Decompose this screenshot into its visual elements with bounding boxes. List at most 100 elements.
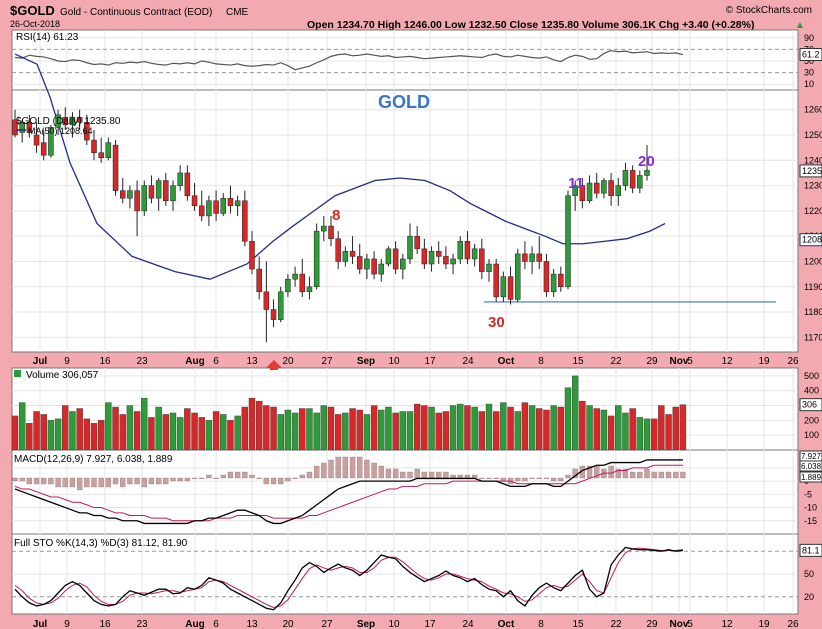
rsi-value-box	[799, 48, 822, 62]
candle-body	[55, 114, 61, 128]
macd-histogram-bar	[184, 477, 191, 482]
candle-body	[299, 273, 306, 293]
volume-bar	[205, 420, 213, 451]
volume-bar	[492, 411, 500, 451]
candle-body	[328, 225, 334, 239]
volume-bar	[643, 418, 651, 451]
volume-bar	[550, 405, 557, 451]
candle-body	[98, 152, 104, 159]
candle-body	[615, 185, 622, 196]
x-axis-label-bottom: 6	[213, 619, 219, 629]
candle-body	[263, 291, 270, 310]
volume-bar	[370, 405, 378, 451]
macd-histogram-bar	[500, 477, 507, 482]
rsi-value-label: 61.2	[802, 50, 820, 60]
macd-histogram-bar	[313, 465, 320, 479]
macd-histogram-bar	[550, 477, 557, 482]
candle-body	[134, 190, 140, 212]
macd-histogram-bar	[443, 471, 449, 479]
macd-histogram-bar	[234, 471, 241, 479]
macd-histogram-bar	[349, 456, 356, 479]
candle-body	[26, 122, 33, 133]
macd-histogram-bar	[342, 456, 349, 479]
price-legend: $GOLD (Daily) 1235.80	[16, 116, 121, 127]
last-price-box	[799, 164, 822, 178]
macd-histogram-bar	[163, 477, 169, 485]
candle-body	[270, 309, 277, 320]
volume-bar	[406, 411, 414, 451]
x-axis-label-bottom: 5	[687, 619, 693, 629]
candle-body	[62, 117, 69, 126]
volume-bar	[385, 406, 392, 451]
price-tick-label: 1200	[804, 256, 822, 266]
x-axis-label: 13	[246, 356, 258, 367]
macd-histogram-bar	[206, 474, 212, 479]
candle-body	[84, 122, 90, 141]
macd-histogram-bar	[26, 477, 33, 485]
macd-histogram-bar	[428, 471, 435, 479]
sto-tick-label: 20	[804, 592, 814, 602]
copyright: © StockCharts.com	[726, 5, 812, 16]
candle-body	[177, 172, 183, 186]
volume-bar	[413, 403, 421, 451]
macd-histogram-bar	[62, 477, 68, 488]
macd-histogram-bar	[629, 471, 636, 479]
volume-bar	[162, 414, 170, 451]
candle-body	[400, 258, 406, 270]
volume-bar	[148, 417, 155, 451]
macd-histogram-bar	[558, 477, 564, 482]
macd-histogram-bar	[292, 477, 298, 479]
candle-body	[127, 190, 133, 199]
x-axis-label-bottom: 27	[321, 619, 333, 629]
candle-body	[148, 185, 155, 199]
volume-bar	[105, 402, 112, 451]
x-axis-label: 10	[388, 356, 400, 367]
volume-bar	[83, 418, 91, 451]
candle-body	[69, 117, 76, 126]
last-price-label: 1235	[802, 166, 822, 176]
candle-body	[479, 248, 485, 272]
candle-body	[443, 256, 449, 265]
macd-histogram-bar	[105, 477, 112, 488]
macd-histogram-bar	[155, 477, 162, 485]
volume-bar	[263, 405, 270, 451]
volume-bar	[571, 375, 579, 451]
macd-histogram-bar	[285, 477, 291, 482]
macd-histogram-bar	[644, 468, 650, 479]
candle-body	[206, 200, 212, 217]
volume-bar	[536, 408, 543, 451]
macd-histogram-bar	[515, 477, 521, 482]
volume-bar	[327, 406, 335, 451]
candle-body	[586, 182, 593, 202]
candle-body	[234, 200, 241, 207]
x-axis-label: 17	[424, 356, 436, 367]
volume-bar	[514, 411, 521, 451]
volume-bar	[557, 406, 565, 451]
macd-histogram-bar	[321, 462, 327, 479]
x-axis-label-bottom: 16	[99, 619, 111, 629]
candle-body	[48, 127, 54, 156]
candle-body	[421, 248, 428, 265]
macd-histogram-bar	[328, 459, 334, 479]
candle-body	[321, 225, 327, 232]
macd-histogram-bar	[665, 471, 672, 479]
macd-histogram-bar	[493, 477, 499, 479]
volume-bar	[299, 408, 306, 451]
macd-histogram-bar	[41, 477, 47, 485]
volume-bar	[40, 414, 47, 451]
exchange: CME	[226, 7, 249, 18]
macd-histogram-bar	[436, 471, 442, 479]
volume-bar	[47, 420, 55, 451]
volume-bar	[112, 406, 119, 451]
candle-body	[220, 197, 227, 214]
macd-line	[14, 459, 683, 525]
macd-histogram-bar	[263, 477, 270, 485]
candle-body	[170, 185, 176, 202]
candle-body	[558, 273, 564, 288]
x-axis-label: 19	[758, 356, 770, 367]
macd-histogram-bar	[479, 477, 485, 479]
annotation-11: 11	[568, 175, 584, 192]
volume-bar	[356, 409, 363, 451]
x-axis-label-bottom: 29	[646, 619, 658, 629]
x-axis-label: Nov	[670, 356, 689, 367]
